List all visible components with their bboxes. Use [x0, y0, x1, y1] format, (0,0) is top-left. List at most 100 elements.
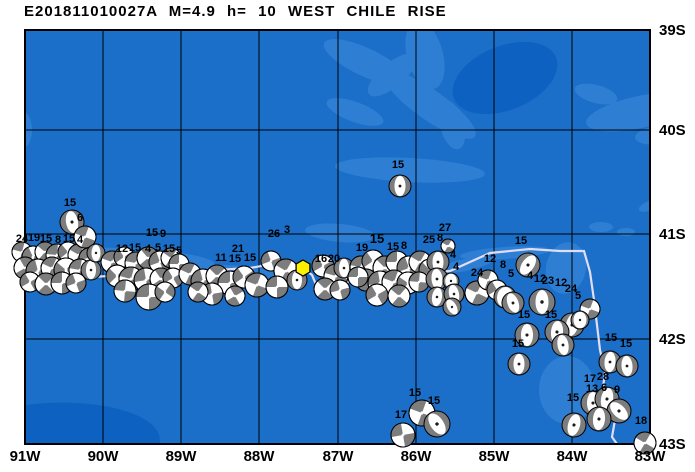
depth-label: 3	[284, 224, 290, 236]
depth-label: 15	[229, 253, 241, 265]
depth-label: 24	[565, 283, 578, 295]
bathymetry-patch	[405, 30, 445, 90]
lon-label: 84W	[557, 448, 589, 465]
depth-label: 28	[597, 371, 609, 383]
beachball-layer	[11, 174, 657, 455]
depth-label: 13	[586, 383, 598, 395]
lon-label: 85W	[479, 448, 511, 465]
lon-label: 88W	[244, 448, 276, 465]
beachball	[442, 297, 462, 317]
depth-label: 12	[555, 277, 567, 289]
beachball	[528, 288, 556, 316]
depth-label: 6	[601, 382, 607, 394]
depth-label: 27	[439, 222, 451, 234]
depth-label: 6	[77, 212, 83, 224]
beachball	[73, 225, 97, 249]
beachball	[423, 410, 451, 438]
depth-label: 9	[614, 384, 620, 396]
bathymetry-patch	[545, 242, 587, 294]
depth-label: 17	[584, 373, 596, 385]
beachball	[365, 283, 389, 307]
lon-label: 91W	[10, 448, 42, 465]
bathymetry-patch	[638, 198, 650, 212]
depth-label: 17	[395, 409, 407, 421]
beachball	[633, 431, 657, 455]
depth-label: 8	[55, 234, 61, 246]
beachball	[224, 285, 246, 307]
beachball	[387, 284, 411, 308]
beachball	[244, 272, 270, 298]
bathymetry-patch	[326, 98, 384, 126]
beachball	[65, 272, 87, 294]
depth-label: 5	[155, 242, 161, 254]
beachball	[551, 333, 575, 357]
depth-label: 21	[232, 243, 244, 255]
depth-label: 23	[542, 275, 554, 287]
depth-label: 15	[387, 241, 399, 253]
depth-label: 20	[328, 253, 340, 265]
lat-label: 42S	[659, 331, 686, 348]
depth-label: 9	[160, 228, 166, 240]
depth-label: 15	[63, 233, 75, 245]
beachball	[586, 406, 612, 432]
bathymetry-patch	[539, 356, 595, 424]
event-marker-hexagon	[295, 259, 311, 277]
depth-label: 15	[515, 235, 527, 247]
beachball	[507, 352, 531, 376]
depth-label: 15	[545, 309, 557, 321]
depth-label: 4	[450, 249, 457, 261]
depth-label: 4	[453, 261, 460, 273]
depth-label: 8	[401, 240, 407, 252]
depth-label: 25	[423, 234, 435, 246]
bathymetry-patch	[589, 222, 613, 232]
beachball	[426, 250, 450, 274]
beachball	[113, 279, 137, 303]
beachball	[329, 279, 351, 301]
beachball	[187, 281, 209, 303]
beachball	[570, 310, 590, 330]
lon-label: 86W	[401, 448, 433, 465]
depth-label: 15	[567, 392, 579, 404]
depth-label: 15	[146, 227, 158, 239]
bathymetry-patch	[438, 100, 466, 150]
beachball	[426, 286, 448, 308]
depth-label: 8	[437, 232, 443, 244]
map-frame	[24, 29, 651, 445]
bathymetry-patch	[586, 92, 650, 132]
beachball	[80, 259, 102, 281]
depth-label: 5	[176, 245, 182, 257]
depth-label: 11	[215, 252, 227, 264]
beachball	[86, 243, 106, 263]
depth-label: 19	[356, 242, 368, 254]
beachball	[514, 322, 540, 348]
bathymetry-patch	[574, 83, 618, 105]
beachball	[408, 271, 430, 293]
depth-label: 5	[508, 268, 514, 280]
depth-label: 8	[500, 259, 506, 271]
depth-label: 15	[428, 395, 440, 407]
beachball	[561, 412, 587, 438]
beachball	[388, 174, 412, 198]
depth-label: 24	[16, 233, 29, 245]
lon-label: 83W	[635, 448, 667, 465]
lon-label: 89W	[166, 448, 198, 465]
beachball	[154, 281, 176, 303]
lat-label: 41S	[659, 226, 686, 243]
beachball	[390, 422, 416, 448]
bathymetry-patch	[335, 157, 485, 183]
beachball	[515, 252, 541, 278]
beachball	[265, 275, 289, 299]
depth-label: 15	[129, 242, 141, 254]
lat-label: 43S	[659, 436, 686, 453]
depth-label: 16	[315, 253, 327, 265]
depth-label: 12	[534, 273, 546, 285]
lon-label: 87W	[323, 448, 355, 465]
depth-label: 15	[64, 197, 76, 209]
bathymetry-patch	[617, 228, 635, 236]
beachball	[501, 291, 525, 315]
grid-layer	[25, 30, 650, 444]
depth-label: 15	[409, 387, 421, 399]
